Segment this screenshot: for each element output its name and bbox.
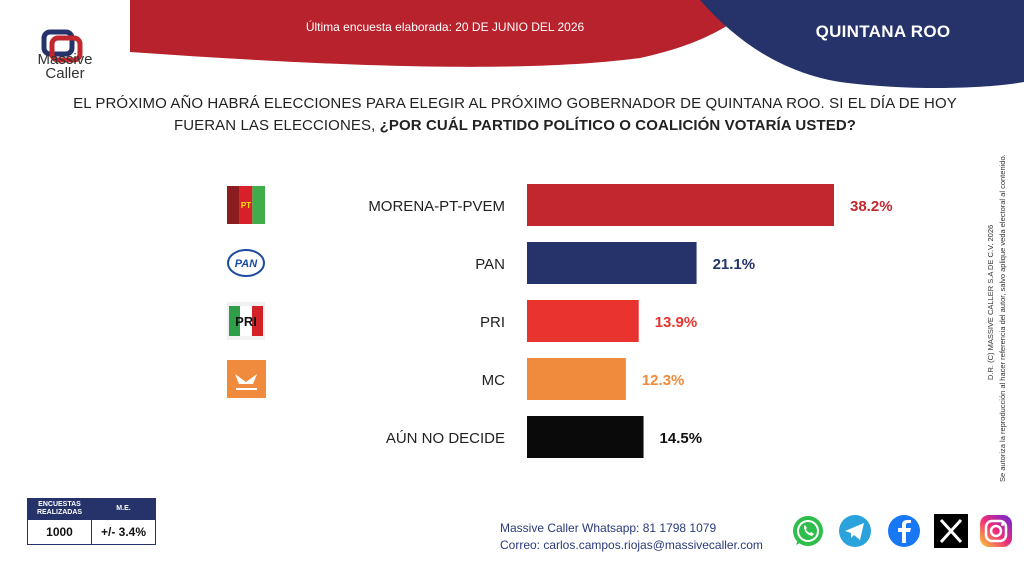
pri-logo: PRI <box>227 302 265 340</box>
instagram-icon[interactable] <box>978 513 1014 549</box>
svg-text:PAN: PAN <box>235 258 258 270</box>
survey-stats-table: ENCUESTAS REALIZADAS M.E. 1000 +/- 3.4% <box>27 498 156 545</box>
surveys-header-line2: REALIZADAS <box>36 509 83 516</box>
massive-caller-logo <box>41 29 83 63</box>
margin-value: +/- 3.4% <box>91 519 156 545</box>
morena-pt-pvem-logo: PT <box>227 186 265 224</box>
category-label-morena-pt-pvem: MORENA-PT-PVEM <box>368 198 505 215</box>
facebook-icon[interactable] <box>886 513 922 549</box>
bar-chart: MORENA-PT-PVEM 38.2% PT PAN 21.1% PAN PRI 13.9%… <box>227 184 893 458</box>
category-label-pri: PRI <box>480 314 505 331</box>
category-label-a-n-no-decide: AÚN NO DECIDE <box>386 430 505 447</box>
top-banner <box>0 0 1024 90</box>
telegram-icon[interactable] <box>837 513 873 549</box>
value-label-mc: 12.3% <box>642 372 685 389</box>
question-line2-bold: ¿POR CUÁL PARTIDO POLÍTICO O COALICIÓN V… <box>379 117 857 134</box>
value-label-morena-pt-pvem: 38.2% <box>850 198 893 215</box>
x-icon[interactable] <box>933 513 969 549</box>
state-title: QUINTANA ROO <box>815 22 951 41</box>
question-line1: EL PRÓXIMO AÑO HABRÁ ELECCIONES PARA ELE… <box>73 95 957 112</box>
surveys-header: ENCUESTAS REALIZADAS <box>27 498 92 520</box>
margin-header: M.E. <box>91 498 156 520</box>
copyright-note: D.R. (C) MASSIVE CALLER S.A DE C.V. 2026 <box>986 224 995 380</box>
reproduction-note: Se autoriza la reproducción al hacer ref… <box>998 154 1007 482</box>
question-line2-plain: FUERAN LAS ELECCIONES, <box>173 117 380 134</box>
value-label-pri: 13.9% <box>655 314 698 331</box>
survey-date-note: Última encuesta elaborada: 20 DE JUNIO D… <box>305 20 585 34</box>
svg-text:PRI: PRI <box>235 314 257 329</box>
brand-name-line1: Massive <box>37 51 93 68</box>
bar-morena-pt-pvem <box>527 184 834 226</box>
value-label-pan: 21.1% <box>713 256 756 273</box>
bar-a-n-no-decide <box>527 416 644 458</box>
question-line2: FUERAN LAS ELECCIONES, ¿POR CUÁL PARTIDO… <box>40 117 990 134</box>
bar-pan <box>527 242 697 284</box>
svg-text:PT: PT <box>241 201 251 210</box>
whatsapp-contact: Massive Caller Whatsapp: 81 1798 1079 <box>500 521 717 535</box>
bar-mc <box>527 358 626 400</box>
pan-logo: PAN <box>227 244 265 282</box>
whatsapp-icon[interactable] <box>790 513 826 549</box>
category-label-mc: MC <box>482 372 505 389</box>
email-contact: Correo: carlos.campos.riojas@massivecall… <box>500 538 763 552</box>
category-label-pan: PAN <box>475 256 505 273</box>
mc-logo <box>227 360 266 398</box>
bar-pri <box>527 300 639 342</box>
brand-name-line2: Caller <box>45 65 85 82</box>
surveys-header-line1: ENCUESTAS <box>38 501 81 508</box>
surveys-value: 1000 <box>27 519 92 545</box>
value-label-a-n-no-decide: 14.5% <box>660 430 703 447</box>
